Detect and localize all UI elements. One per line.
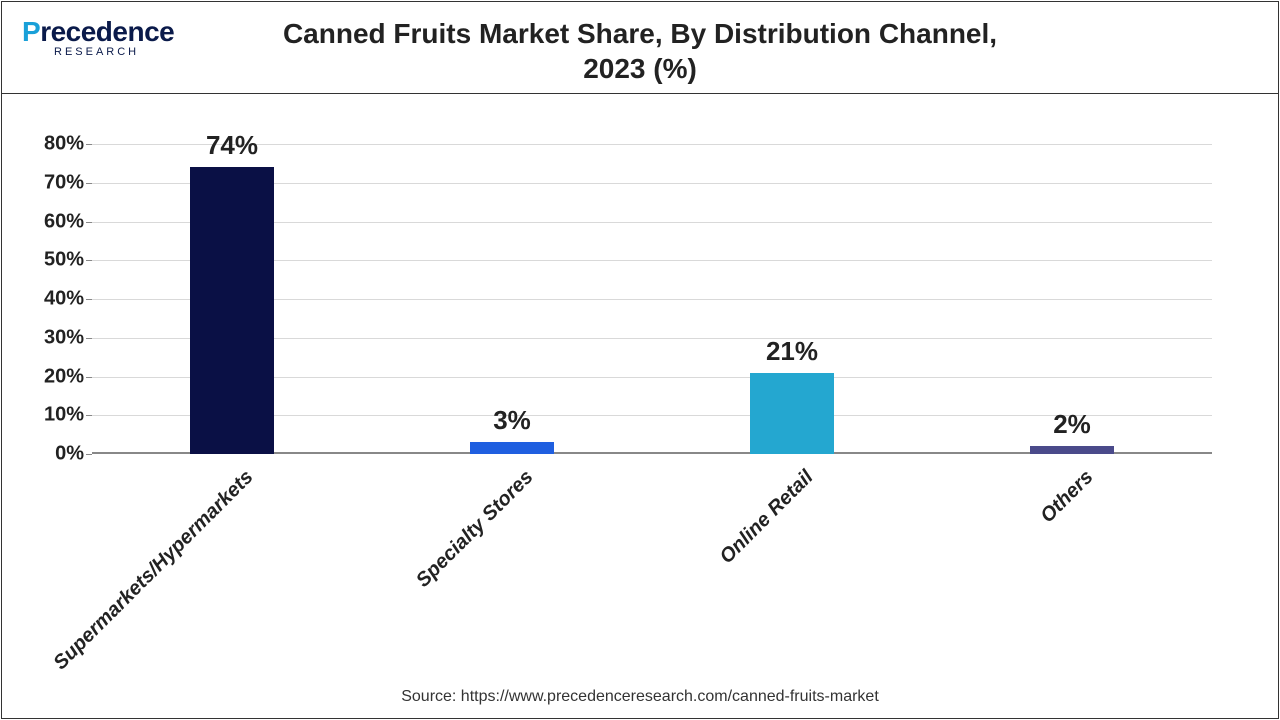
source-text: Source: https://www.precedenceresearch.c… [2,688,1278,706]
bar-value-label: 74% [206,130,258,161]
title-line-2: 2023 (%) [583,53,697,84]
ytick-label: 70% [44,171,84,194]
ytick-label: 0% [55,443,84,466]
ytick-mark [86,377,92,378]
gridline [92,144,1212,145]
bar-value-label: 2% [1053,409,1091,440]
outer-frame: Precedence RESEARCH Canned Fruits Market… [1,1,1279,719]
bar: 74% [190,167,274,454]
ytick-mark [86,299,92,300]
xtick-label: Online Retail [716,466,819,569]
ytick-label: 60% [44,210,84,233]
bar: 2% [1030,446,1114,454]
xtick-label: Specialty Stores [412,466,538,592]
ytick-label: 80% [44,133,84,156]
ytick-mark [86,338,92,339]
ytick-mark [86,454,92,455]
ytick-mark [86,144,92,145]
header-region: Precedence RESEARCH Canned Fruits Market… [2,2,1278,94]
title-line-1: Canned Fruits Market Share, By Distribut… [283,18,997,49]
chart-region: 0% 10% 20% 30% 40% 50% 60% 70% 80% 74% Supermarket… [2,94,1278,718]
ytick-mark [86,222,92,223]
ytick-label: 20% [44,365,84,388]
xtick-label: Others [1036,466,1098,528]
ytick-mark [86,260,92,261]
chart-title: Canned Fruits Market Share, By Distribut… [2,16,1278,86]
ytick-label: 50% [44,249,84,272]
ytick-mark [86,183,92,184]
bar: 3% [470,442,554,454]
ytick-label: 30% [44,326,84,349]
bar-value-label: 21% [766,336,818,367]
bar-value-label: 3% [493,405,531,436]
ytick-mark [86,415,92,416]
ytick-label: 40% [44,288,84,311]
ytick-label: 10% [44,404,84,427]
bar: 21% [750,373,834,454]
plot-area: 0%10%20%30%40%50%60%70%80%74%Supermarket… [92,144,1222,454]
xtick-label: Supermarkets/Hypermarkets [49,466,258,675]
